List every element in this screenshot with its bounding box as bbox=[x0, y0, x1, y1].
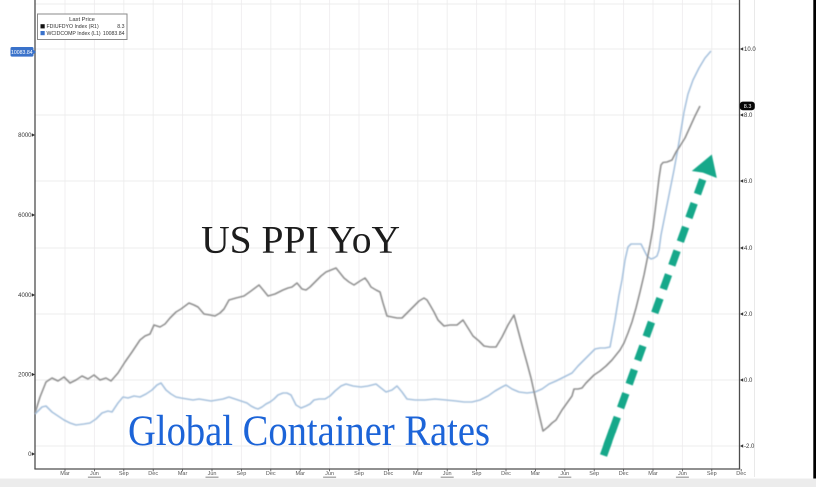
svg-text:Mar: Mar bbox=[60, 471, 70, 477]
svg-text:Mar: Mar bbox=[178, 471, 188, 477]
svg-text:Dec: Dec bbox=[384, 471, 394, 477]
svg-text:4.0: 4.0 bbox=[744, 246, 753, 252]
svg-text:Global Container Rates: Global Container Rates bbox=[128, 408, 490, 455]
svg-text:6.0: 6.0 bbox=[744, 179, 753, 185]
svg-text:Jun: Jun bbox=[325, 471, 334, 477]
svg-text:8.3: 8.3 bbox=[117, 24, 124, 30]
svg-text:Mar: Mar bbox=[295, 471, 305, 477]
svg-text:Sep: Sep bbox=[119, 471, 129, 477]
svg-text:Mar: Mar bbox=[413, 471, 423, 477]
svg-text:Jun: Jun bbox=[90, 471, 99, 477]
svg-text:Dec: Dec bbox=[619, 471, 629, 477]
svg-text:WCIDCOMP Index (L1): WCIDCOMP Index (L1) bbox=[47, 31, 101, 37]
svg-text:Mar: Mar bbox=[531, 471, 541, 477]
svg-text:Jun: Jun bbox=[443, 471, 452, 477]
svg-text:0: 0 bbox=[28, 452, 32, 458]
svg-text:2.0: 2.0 bbox=[744, 312, 753, 318]
svg-text:10083.84: 10083.84 bbox=[103, 31, 125, 37]
svg-text:8.0: 8.0 bbox=[744, 113, 753, 119]
svg-text:Last Price: Last Price bbox=[69, 17, 95, 23]
svg-text:8.3: 8.3 bbox=[744, 104, 752, 110]
svg-text:US PPI YoY: US PPI YoY bbox=[201, 218, 400, 261]
svg-text:Sep: Sep bbox=[707, 471, 717, 477]
svg-text:Dec: Dec bbox=[266, 471, 276, 477]
svg-text:6000: 6000 bbox=[18, 213, 32, 219]
svg-text:-2.0: -2.0 bbox=[744, 444, 755, 450]
svg-text:Dec: Dec bbox=[501, 471, 511, 477]
svg-text:4000: 4000 bbox=[18, 293, 32, 299]
svg-text:Jun: Jun bbox=[208, 471, 217, 477]
svg-text:0.0: 0.0 bbox=[744, 378, 753, 384]
svg-text:Dec: Dec bbox=[736, 471, 746, 477]
svg-text:Mar: Mar bbox=[648, 471, 658, 477]
svg-text:Sep: Sep bbox=[589, 471, 599, 477]
svg-text:Sep: Sep bbox=[354, 471, 364, 477]
svg-text:Sep: Sep bbox=[472, 471, 482, 477]
svg-text:8000: 8000 bbox=[18, 133, 32, 139]
svg-text:FDIUFDYO Index (R1): FDIUFDYO Index (R1) bbox=[47, 24, 99, 30]
svg-text:Jun: Jun bbox=[560, 471, 569, 477]
svg-text:10.0: 10.0 bbox=[744, 47, 756, 53]
svg-text:2000: 2000 bbox=[18, 373, 32, 379]
svg-text:Dec: Dec bbox=[148, 471, 158, 477]
svg-text:Jun: Jun bbox=[678, 471, 687, 477]
svg-text:Sep: Sep bbox=[237, 471, 247, 477]
svg-text:10083.84: 10083.84 bbox=[11, 50, 33, 56]
